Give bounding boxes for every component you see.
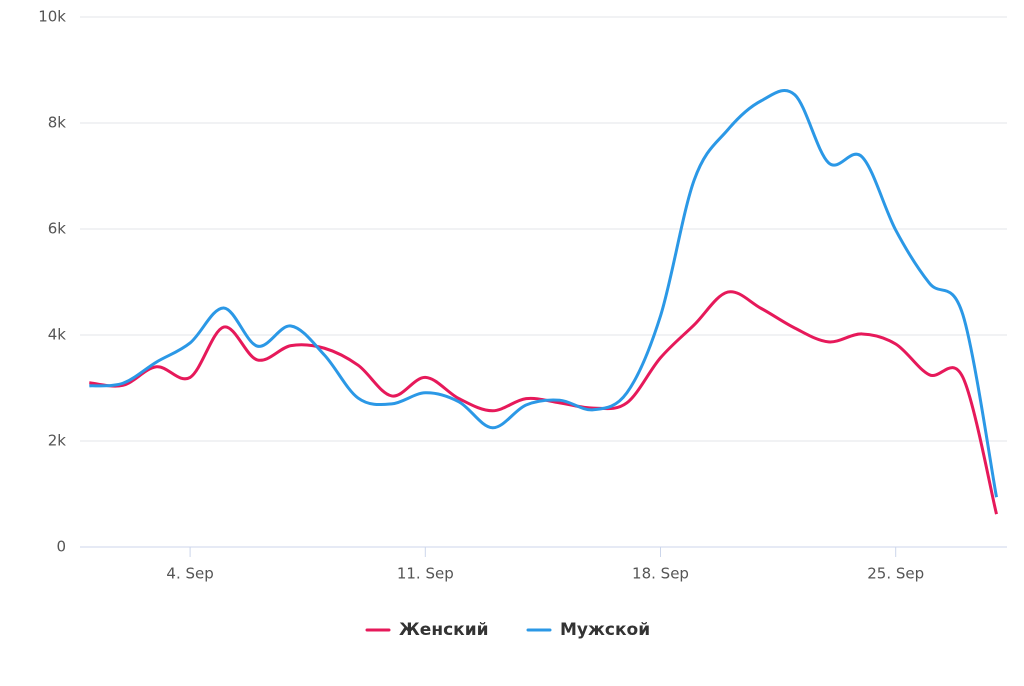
series-line (89, 89, 998, 498)
x-tick-label: 11. Sep (397, 565, 454, 583)
y-tick-label: 2k (48, 432, 67, 450)
x-tick-label: 18. Sep (632, 565, 689, 583)
y-tick-label: 8k (48, 114, 67, 132)
y-tick-label: 6k (48, 220, 67, 238)
y-tick-label: 4k (48, 326, 67, 344)
y-tick-label: 10k (38, 8, 66, 26)
legend-label: Женский (399, 620, 489, 640)
x-tick-label: 4. Sep (166, 565, 213, 583)
legend-label: Мужской (560, 620, 650, 640)
y-tick-label: 0 (56, 538, 66, 556)
x-tick-label: 25. Sep (867, 565, 924, 583)
series-line (89, 290, 998, 515)
